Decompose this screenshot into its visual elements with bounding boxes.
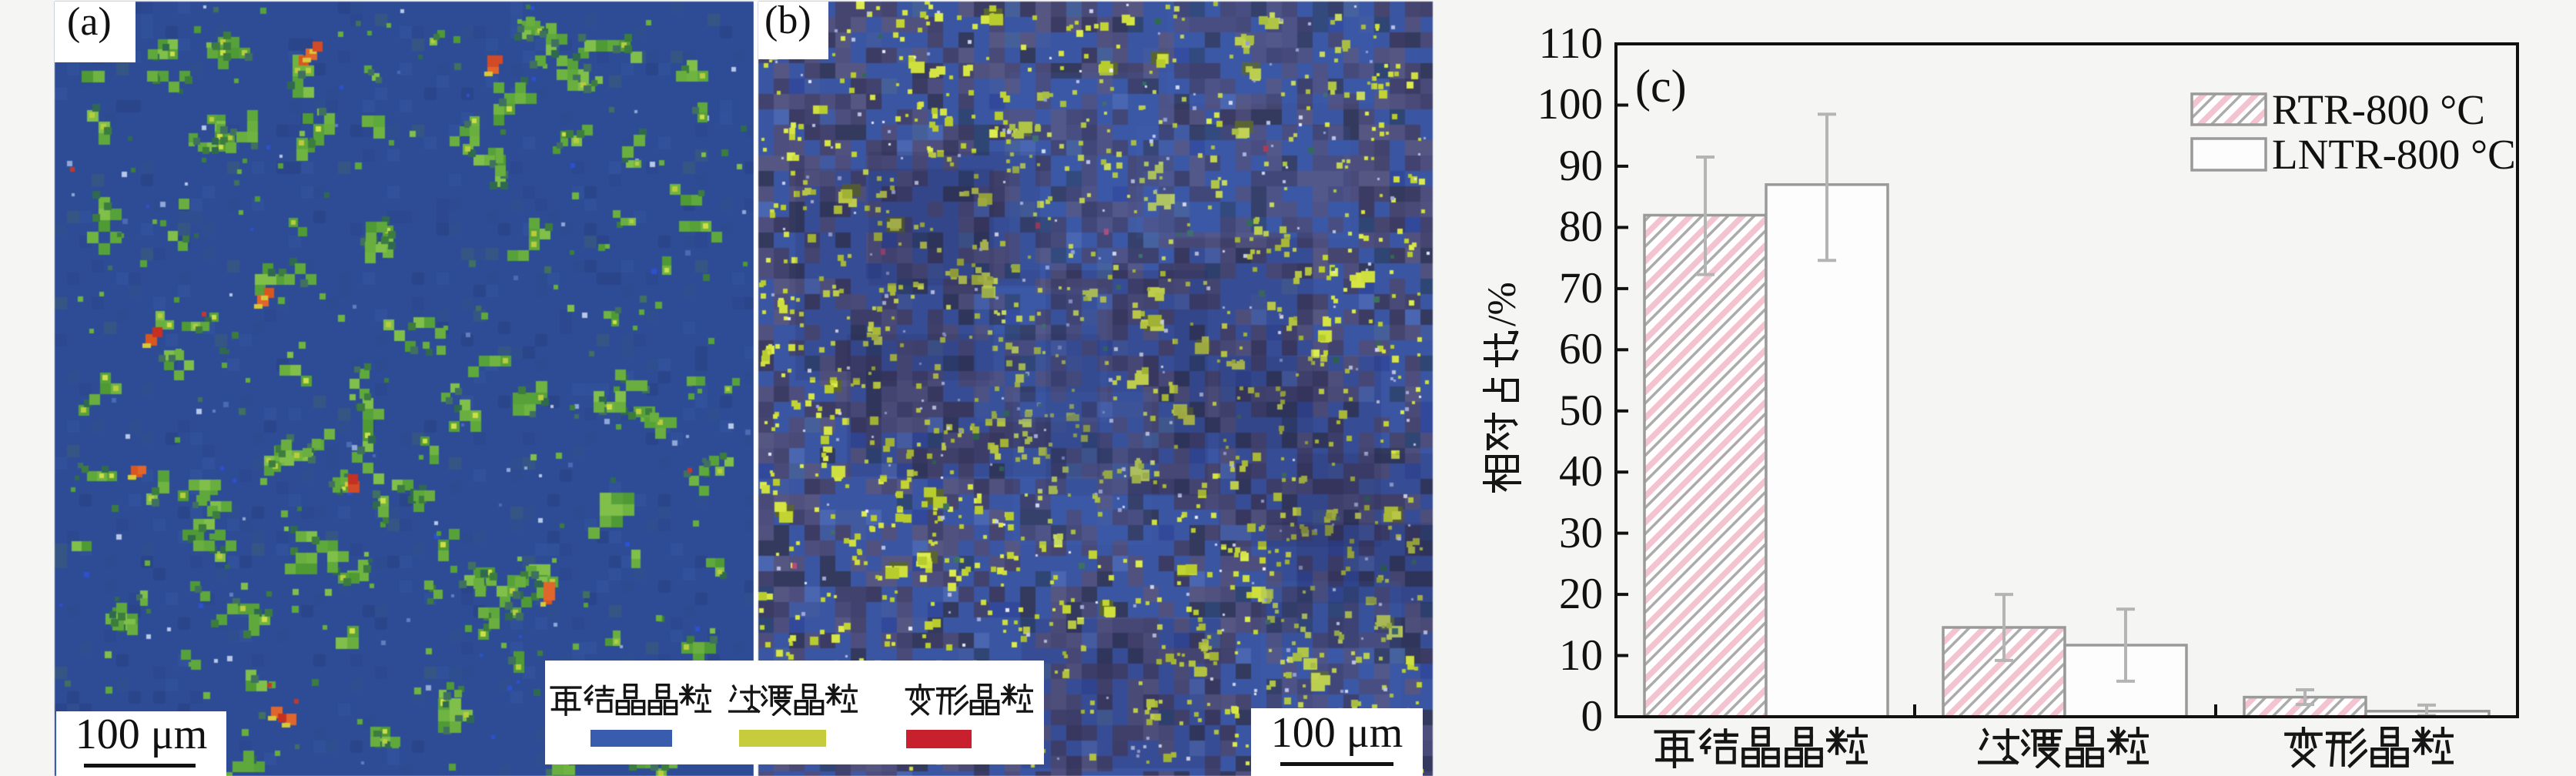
svg-text:/%: /%	[1480, 282, 1524, 326]
svg-text:10: 10	[1559, 631, 1603, 680]
svg-text:90: 90	[1559, 142, 1603, 190]
svg-text:60: 60	[1559, 325, 1603, 373]
svg-text:RTR-800 °C: RTR-800 °C	[2272, 86, 2485, 133]
svg-text:110: 110	[1539, 19, 1603, 68]
svg-text:(c): (c)	[1635, 61, 1687, 112]
svg-text:50: 50	[1559, 386, 1603, 435]
svg-text:40: 40	[1559, 447, 1603, 496]
svg-text:100: 100	[1537, 80, 1604, 129]
svg-text:30: 30	[1559, 509, 1603, 557]
svg-text:20: 20	[1559, 570, 1603, 618]
svg-text:80: 80	[1559, 202, 1603, 251]
svg-text:LNTR-800 °C: LNTR-800 °C	[2272, 131, 2516, 178]
svg-text:70: 70	[1559, 264, 1603, 313]
svg-text:0: 0	[1581, 692, 1604, 741]
